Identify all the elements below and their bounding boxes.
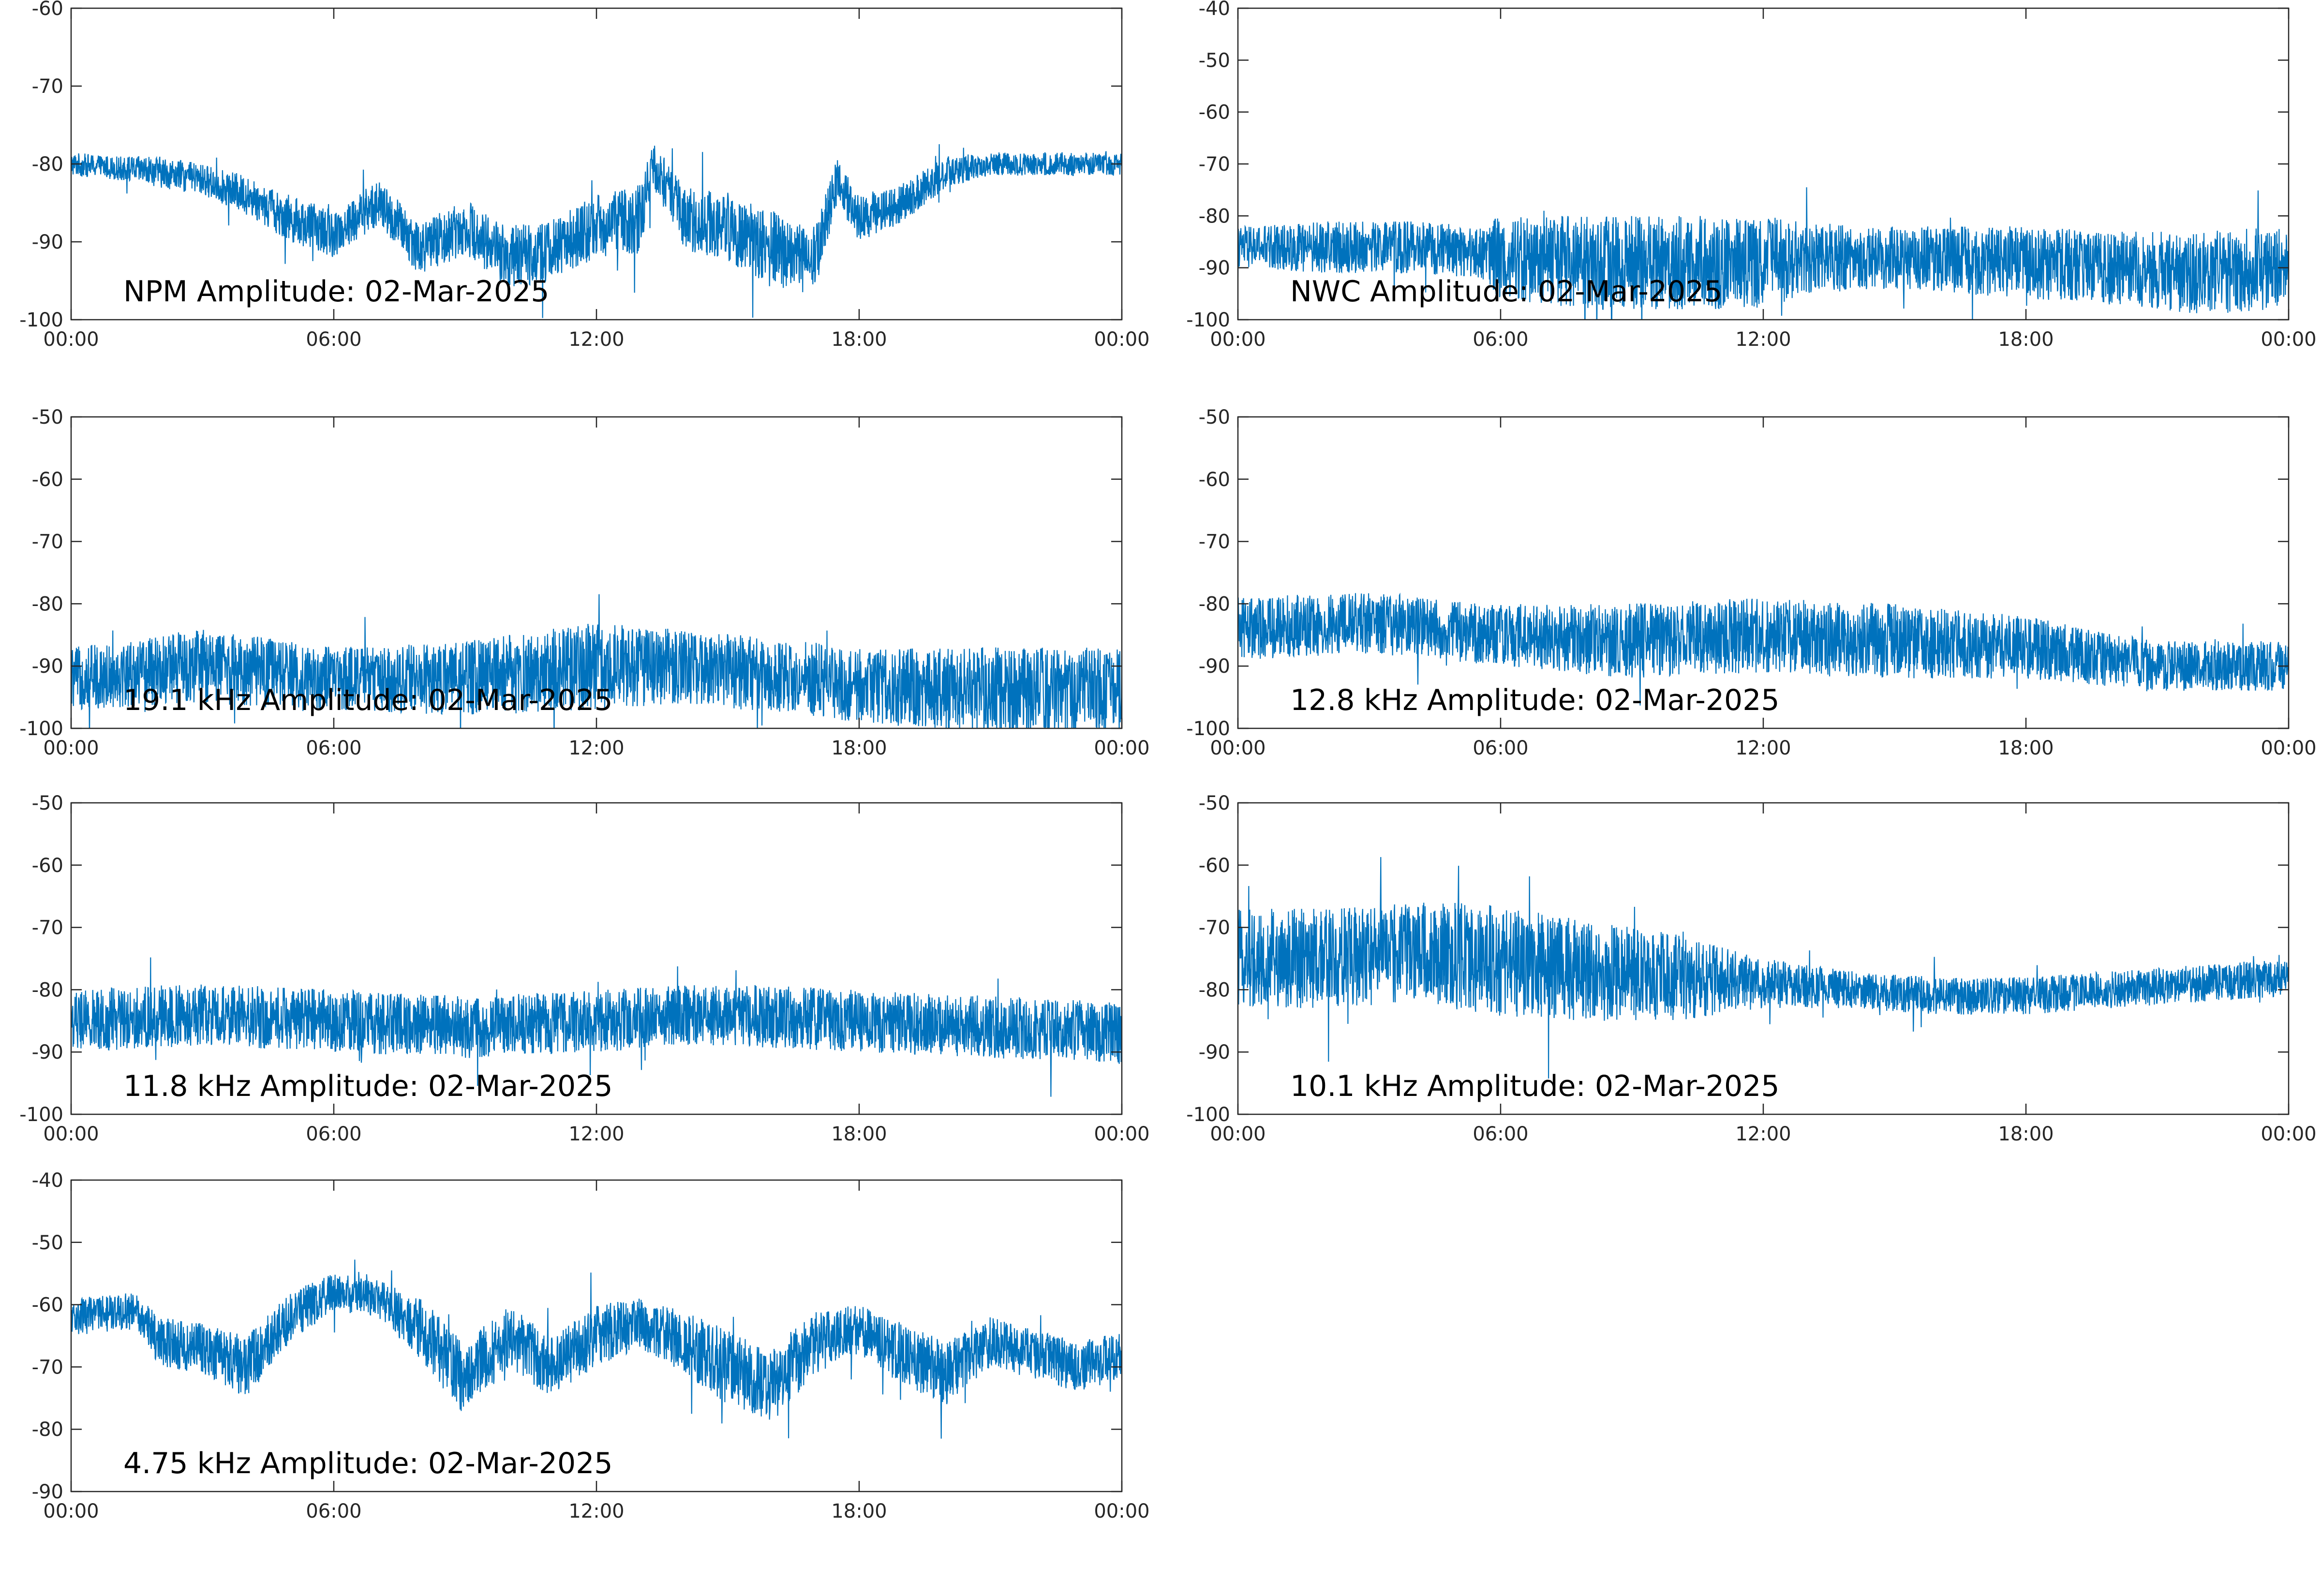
x-tick-label: 18:00	[1998, 737, 2054, 759]
series-line-2	[1238, 187, 2289, 320]
y-tick-label: -100	[19, 718, 63, 740]
x-tick-label: 00:00	[1094, 328, 1149, 351]
y-tick-label: -100	[1186, 718, 1230, 740]
chart-panel-6: 00:00 06:00 12:00 18:00 00:00 -50 -60 -70 -80 -90…	[1186, 792, 2316, 1145]
y-tick-label: -50	[1199, 49, 1230, 72]
x-tick-label: 18:00	[1998, 1123, 2054, 1145]
chart-title: NPM Amplitude: 02-Mar-2025	[123, 275, 549, 309]
x-tick-label: 18:00	[1998, 328, 2054, 351]
y-tick-label: -90	[1199, 1041, 1230, 1064]
y-tick-label: -60	[32, 1294, 63, 1316]
x-tick-label: 00:00	[2261, 737, 2316, 759]
series-line-7	[71, 1259, 1122, 1439]
y-tick-label: -100	[19, 309, 63, 331]
x-tick-label: 18:00	[831, 737, 887, 759]
y-tick-label: -90	[1199, 257, 1230, 280]
x-tick-label: 00:00	[2261, 1123, 2316, 1145]
y-tick-label: -100	[19, 1104, 63, 1126]
x-tick-label: 00:00	[43, 1123, 99, 1145]
y-tick-label: -40	[1199, 0, 1230, 20]
y-tick-label: -80	[32, 593, 63, 615]
y-tick-label: -80	[32, 1419, 63, 1441]
y-tick-label: -90	[32, 1041, 63, 1064]
x-tick-label: 00:00	[43, 328, 99, 351]
y-tick-label: -90	[32, 231, 63, 253]
y-tick-label: -60	[32, 469, 63, 491]
y-tick-label: -80	[1199, 593, 1230, 615]
x-tick-label: 00:00	[1210, 1123, 1265, 1145]
x-tick-label: 00:00	[1094, 737, 1149, 759]
y-tick-label: -50	[1199, 792, 1230, 814]
x-tick-label: 06:00	[306, 1123, 361, 1145]
x-tick-label: 12:00	[568, 328, 624, 351]
x-tick-label: 18:00	[831, 328, 887, 351]
y-tick-label: -80	[32, 153, 63, 176]
chart-panel-2: 00:00 06:00 12:00 18:00 00:00 -40 -50 -60 -70 -80…	[1186, 0, 2316, 351]
chart-title: NWC Amplitude: 02-Mar-2025	[1290, 275, 1723, 309]
y-tick-label: -70	[32, 75, 63, 98]
x-tick-label: 12:00	[1735, 328, 1791, 351]
x-tick-label: 00:00	[1094, 1123, 1149, 1145]
series-line-1	[71, 144, 1122, 318]
y-tick-label: -80	[1199, 979, 1230, 1001]
x-tick-label: 00:00	[1210, 737, 1265, 759]
x-tick-label: 12:00	[1735, 737, 1791, 759]
y-tick-label: -60	[32, 0, 63, 20]
chart-title: 12.8 kHz Amplitude: 02-Mar-2025	[1290, 683, 1780, 717]
y-tick-label: -100	[1186, 309, 1230, 331]
x-tick-label: 00:00	[43, 737, 99, 759]
y-tick-label: -60	[1199, 855, 1230, 877]
y-tick-label: -50	[1199, 406, 1230, 429]
y-tick-label: -100	[1186, 1104, 1230, 1126]
x-tick-label: 12:00	[568, 1500, 624, 1522]
x-tick-label: 12:00	[568, 737, 624, 759]
series-line-4	[1238, 592, 2289, 706]
y-tick-label: -90	[1199, 655, 1230, 678]
series-line-3	[71, 594, 1122, 728]
x-tick-label: 00:00	[2261, 328, 2316, 351]
chart-panel-4: 00:00 06:00 12:00 18:00 00:00 -50 -60 -70 -80 -90…	[1186, 406, 2316, 759]
y-tick-label: -60	[1199, 469, 1230, 491]
chart-panel-7: 00:00 06:00 12:00 18:00 00:00 -40 -50 -60 -70 -80…	[32, 1169, 1150, 1522]
x-tick-label: 06:00	[306, 737, 361, 759]
x-tick-label: 06:00	[1473, 737, 1528, 759]
chart-title: 4.75 kHz Amplitude: 02-Mar-2025	[123, 1447, 613, 1480]
x-tick-label: 18:00	[831, 1500, 887, 1522]
y-tick-label: -70	[1199, 153, 1230, 176]
x-tick-label: 00:00	[43, 1500, 99, 1522]
y-tick-label: -90	[32, 655, 63, 678]
y-tick-label: -70	[32, 531, 63, 553]
y-tick-label: -90	[32, 1481, 63, 1503]
y-tick-label: -80	[32, 979, 63, 1001]
chart-panel-5: 00:00 06:00 12:00 18:00 00:00 -50 -60 -70 -80 -90…	[19, 792, 1149, 1145]
chart-title: 19.1 kHz Amplitude: 02-Mar-2025	[123, 683, 613, 717]
x-tick-label: 18:00	[831, 1123, 887, 1145]
y-tick-label: -70	[32, 1356, 63, 1378]
series-line-6	[1238, 857, 2289, 1079]
chart-title: 11.8 kHz Amplitude: 02-Mar-2025	[123, 1069, 613, 1103]
y-tick-label: -50	[32, 1232, 63, 1254]
y-tick-label: -50	[32, 792, 63, 814]
y-tick-label: -70	[1199, 917, 1230, 939]
y-tick-label: -70	[1199, 531, 1230, 553]
y-tick-label: -60	[1199, 102, 1230, 124]
y-tick-label: -60	[32, 855, 63, 877]
x-tick-label: 00:00	[1210, 328, 1265, 351]
y-tick-label: -70	[32, 917, 63, 939]
x-tick-label: 12:00	[1735, 1123, 1791, 1145]
chart-title: 10.1 kHz Amplitude: 02-Mar-2025	[1290, 1069, 1780, 1103]
chart-panel-1: 00:00 06:00 12:00 18:00 00:00 -60 -70 -80 -90 -10…	[19, 0, 1149, 351]
y-tick-label: -80	[1199, 205, 1230, 227]
x-tick-label: 06:00	[1473, 1123, 1528, 1145]
y-tick-label: -40	[32, 1169, 63, 1192]
series-line-5	[71, 957, 1122, 1097]
chart-panel-3: 00:00 06:00 12:00 18:00 00:00 -50 -60 -70 -80 -90…	[19, 406, 1149, 759]
x-tick-label: 06:00	[306, 328, 361, 351]
y-tick-label: -50	[32, 406, 63, 429]
x-tick-label: 12:00	[568, 1123, 624, 1145]
x-tick-label: 06:00	[1473, 328, 1528, 351]
x-tick-label: 00:00	[1094, 1500, 1149, 1522]
x-tick-label: 06:00	[306, 1500, 361, 1522]
